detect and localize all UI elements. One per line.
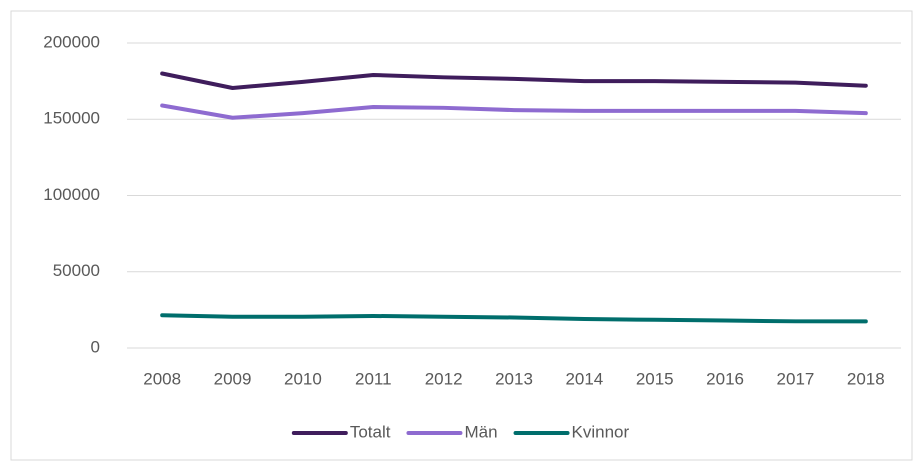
x-tick-label: 2013 [495, 369, 533, 388]
x-tick-label: 2008 [143, 369, 181, 388]
x-tick-label: 2009 [214, 369, 252, 388]
y-tick-label: 150000 [43, 109, 100, 128]
legend-label: Män [464, 422, 497, 441]
x-tick-label: 2017 [777, 369, 815, 388]
legend-label: Kvinnor [572, 422, 630, 441]
legend-label: Totalt [350, 422, 391, 441]
series-line [160, 103, 868, 120]
chart-border [10, 10, 913, 461]
x-tick-label: 2011 [355, 369, 392, 388]
y-tick-label: 0 [91, 337, 100, 356]
x-tick-label: 2014 [565, 369, 603, 388]
x-tick-label: 2016 [706, 369, 744, 388]
y-tick-label: 200000 [43, 32, 100, 51]
x-tick-label: 2015 [636, 369, 674, 388]
y-tick-label: 50000 [53, 261, 100, 280]
series-line [160, 313, 868, 324]
series-line [160, 71, 868, 90]
x-tick-label: 2012 [425, 369, 463, 388]
x-tick-label: 2010 [284, 369, 322, 388]
x-tick-label: 2018 [847, 369, 885, 388]
y-tick-label: 100000 [43, 185, 100, 204]
